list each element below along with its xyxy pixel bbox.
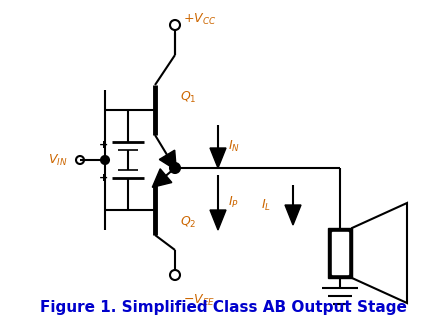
- Text: $V_{IN}$: $V_{IN}$: [48, 152, 67, 167]
- Text: $+V_{CC}$: $+V_{CC}$: [183, 12, 216, 27]
- Polygon shape: [152, 169, 172, 187]
- Polygon shape: [210, 148, 226, 168]
- Polygon shape: [285, 205, 301, 225]
- Text: +: +: [99, 173, 108, 183]
- Circle shape: [101, 156, 109, 164]
- Text: +: +: [99, 140, 108, 150]
- Text: $I_P$: $I_P$: [228, 195, 239, 210]
- Text: $I_L$: $I_L$: [261, 197, 271, 213]
- Polygon shape: [159, 150, 176, 170]
- Polygon shape: [210, 210, 226, 230]
- Text: Figure 1. Simplified Class AB Output Stage: Figure 1. Simplified Class AB Output Sta…: [40, 300, 406, 315]
- Bar: [332, 232, 348, 274]
- Text: $-V_{EE}$: $-V_{EE}$: [183, 293, 215, 308]
- Text: $I_N$: $I_N$: [228, 139, 240, 154]
- Circle shape: [170, 163, 180, 173]
- Bar: [328, 228, 352, 278]
- Text: $Q_1$: $Q_1$: [180, 90, 197, 105]
- Text: $Q_2$: $Q_2$: [180, 215, 196, 230]
